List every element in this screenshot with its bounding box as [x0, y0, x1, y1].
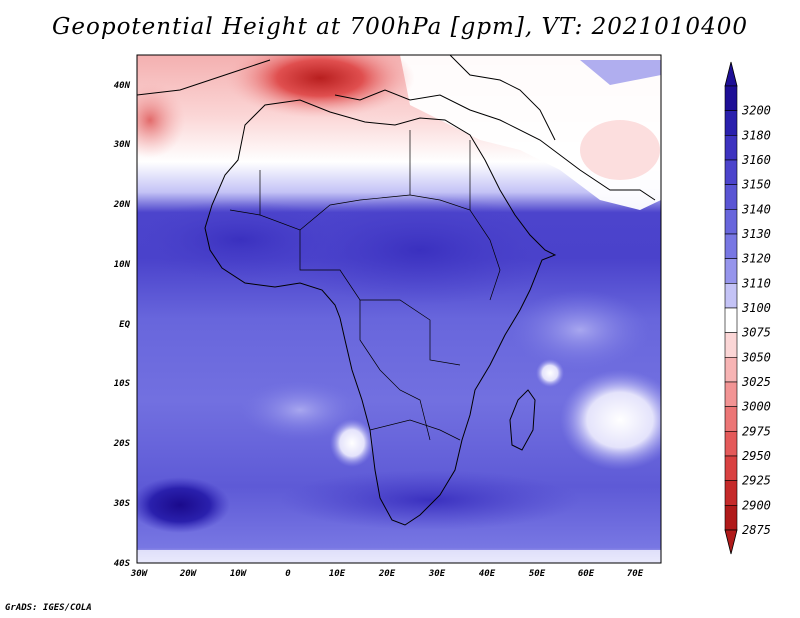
lon-label: 0 — [285, 569, 291, 579]
longitude-labels: 30W 20W 10W 0 10E 20E 30E 40E 50E 60E 70… — [130, 569, 644, 579]
colorbar-label: 2900 — [742, 498, 771, 512]
colorbar-label: 2975 — [742, 424, 771, 438]
lon-label: 30E — [428, 569, 446, 579]
map-frame — [136, 54, 662, 564]
lat-label: 30S — [113, 499, 131, 509]
colorbar-label: 3180 — [741, 128, 771, 142]
lon-label: 60E — [578, 569, 595, 579]
colorbar-swatch — [724, 135, 738, 161]
colorbar-label: 3100 — [741, 301, 771, 315]
colorbar-swatch — [724, 406, 738, 432]
colorbar-swatch — [724, 505, 738, 531]
colorbar-swatch — [724, 307, 738, 333]
credit-text: GrADS: IGES/COLA — [5, 603, 92, 613]
colorbar-swatch — [724, 159, 738, 185]
lon-label: 40E — [479, 569, 496, 579]
colorbar-label: 3150 — [741, 178, 771, 192]
lat-label: 30N — [113, 140, 131, 150]
colorbar-label: 2925 — [742, 474, 771, 488]
map-title: Geopotential Height at 700hPa [gpm], VT:… — [52, 14, 748, 40]
lon-label: 10E — [329, 569, 346, 579]
colorbar-label: 3120 — [741, 252, 771, 266]
lon-label: 20W — [179, 569, 198, 579]
colorbar-swatch — [724, 85, 738, 111]
lon-label: 30W — [130, 569, 149, 579]
lat-label: 10N — [114, 260, 131, 270]
coastlines — [137, 55, 656, 526]
colorbar-swatch — [724, 258, 738, 284]
colorbar-label: 3025 — [741, 375, 771, 389]
lat-label: 10S — [114, 379, 131, 389]
lon-label: 20E — [378, 569, 396, 579]
colorbar-label: 3160 — [741, 153, 771, 167]
colorbar-label: 2950 — [742, 449, 771, 463]
colorbar-label: 3130 — [741, 227, 771, 241]
colorbar-swatch — [724, 332, 738, 358]
colorbar-swatch — [724, 455, 738, 481]
colorbar-label: 2875 — [742, 523, 771, 537]
colorbar-swatch — [724, 184, 738, 210]
colorbar-label: 3075 — [741, 326, 771, 340]
colorbar-label: 3050 — [741, 350, 771, 364]
lat-label: 20N — [113, 200, 131, 210]
lat-label: 40S — [114, 559, 131, 569]
colorbar-bottom-arrow — [724, 529, 738, 555]
colorbar: 3200 3180 3160 3150 3140 3130 3120 3110 3100 3075… — [724, 61, 771, 555]
colorbar-swatch — [724, 431, 738, 457]
colorbar-label: 3200 — [741, 104, 771, 118]
lon-label: 50E — [529, 569, 546, 579]
colorbar-label: 3110 — [741, 276, 771, 290]
colorbar-label: 3000 — [741, 400, 771, 414]
shaded-field — [137, 55, 661, 563]
lat-label: 20S — [113, 439, 131, 449]
lon-label: 70E — [627, 569, 644, 579]
colorbar-swatch — [724, 110, 738, 136]
colorbar-label: 3140 — [741, 202, 771, 216]
borders — [229, 130, 501, 441]
colorbar-swatch — [724, 357, 738, 383]
colorbar-swatch — [724, 381, 738, 407]
colorbar-swatch — [724, 209, 738, 235]
latitude-labels: 40N 30N 20N 10N EQ 10S 20S 30S 40S — [113, 81, 131, 569]
lon-label: 10W — [230, 569, 248, 579]
lat-label: EQ — [119, 320, 130, 330]
colorbar-swatch — [724, 283, 738, 309]
colorbar-swatch — [724, 233, 738, 259]
colorbar-swatch — [724, 480, 738, 506]
colorbar-top-arrow — [724, 61, 738, 87]
lat-label: 40N — [114, 81, 131, 91]
